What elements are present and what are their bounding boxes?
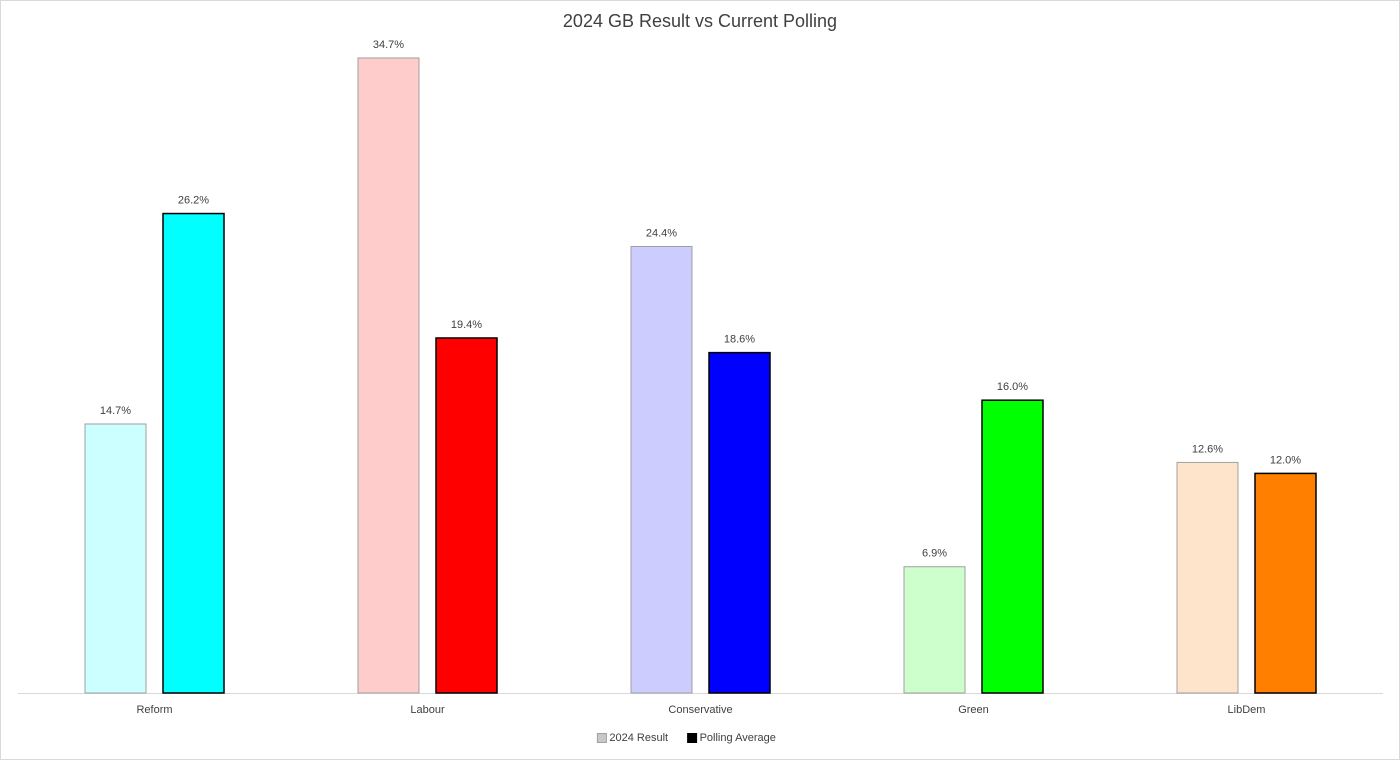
legend-label: 2024 Result <box>609 732 668 744</box>
data-label: 14.7% <box>100 405 131 417</box>
bar <box>630 245 693 694</box>
data-label: 26.2% <box>178 194 209 206</box>
bar <box>1254 472 1317 694</box>
data-label: 19.4% <box>451 319 482 331</box>
bar <box>708 351 771 694</box>
bar <box>981 399 1044 694</box>
bar <box>1176 461 1239 694</box>
legend-swatch <box>687 733 698 743</box>
bar <box>435 337 498 694</box>
x-tick-label: Reform <box>136 704 172 716</box>
bar <box>162 212 225 694</box>
data-label: 34.7% <box>373 39 404 51</box>
data-label: 6.9% <box>922 548 947 560</box>
x-tick-label: LibDem <box>1228 704 1266 716</box>
data-label: 12.6% <box>1192 443 1223 455</box>
data-label: 24.4% <box>646 227 677 239</box>
x-tick-label: Conservative <box>668 704 732 716</box>
data-label: 18.6% <box>724 334 755 346</box>
data-label: 16.0% <box>997 381 1028 393</box>
bar <box>84 423 147 694</box>
legend-label: Polling Average <box>700 732 776 744</box>
chart-title: 2024 GB Result vs Current Polling <box>563 11 837 31</box>
x-tick-label: Green <box>958 704 989 716</box>
data-label: 12.0% <box>1270 454 1301 466</box>
bar <box>357 57 420 694</box>
bar <box>903 566 966 694</box>
legend-swatch <box>596 733 607 743</box>
x-tick-label: Labour <box>410 704 445 716</box>
